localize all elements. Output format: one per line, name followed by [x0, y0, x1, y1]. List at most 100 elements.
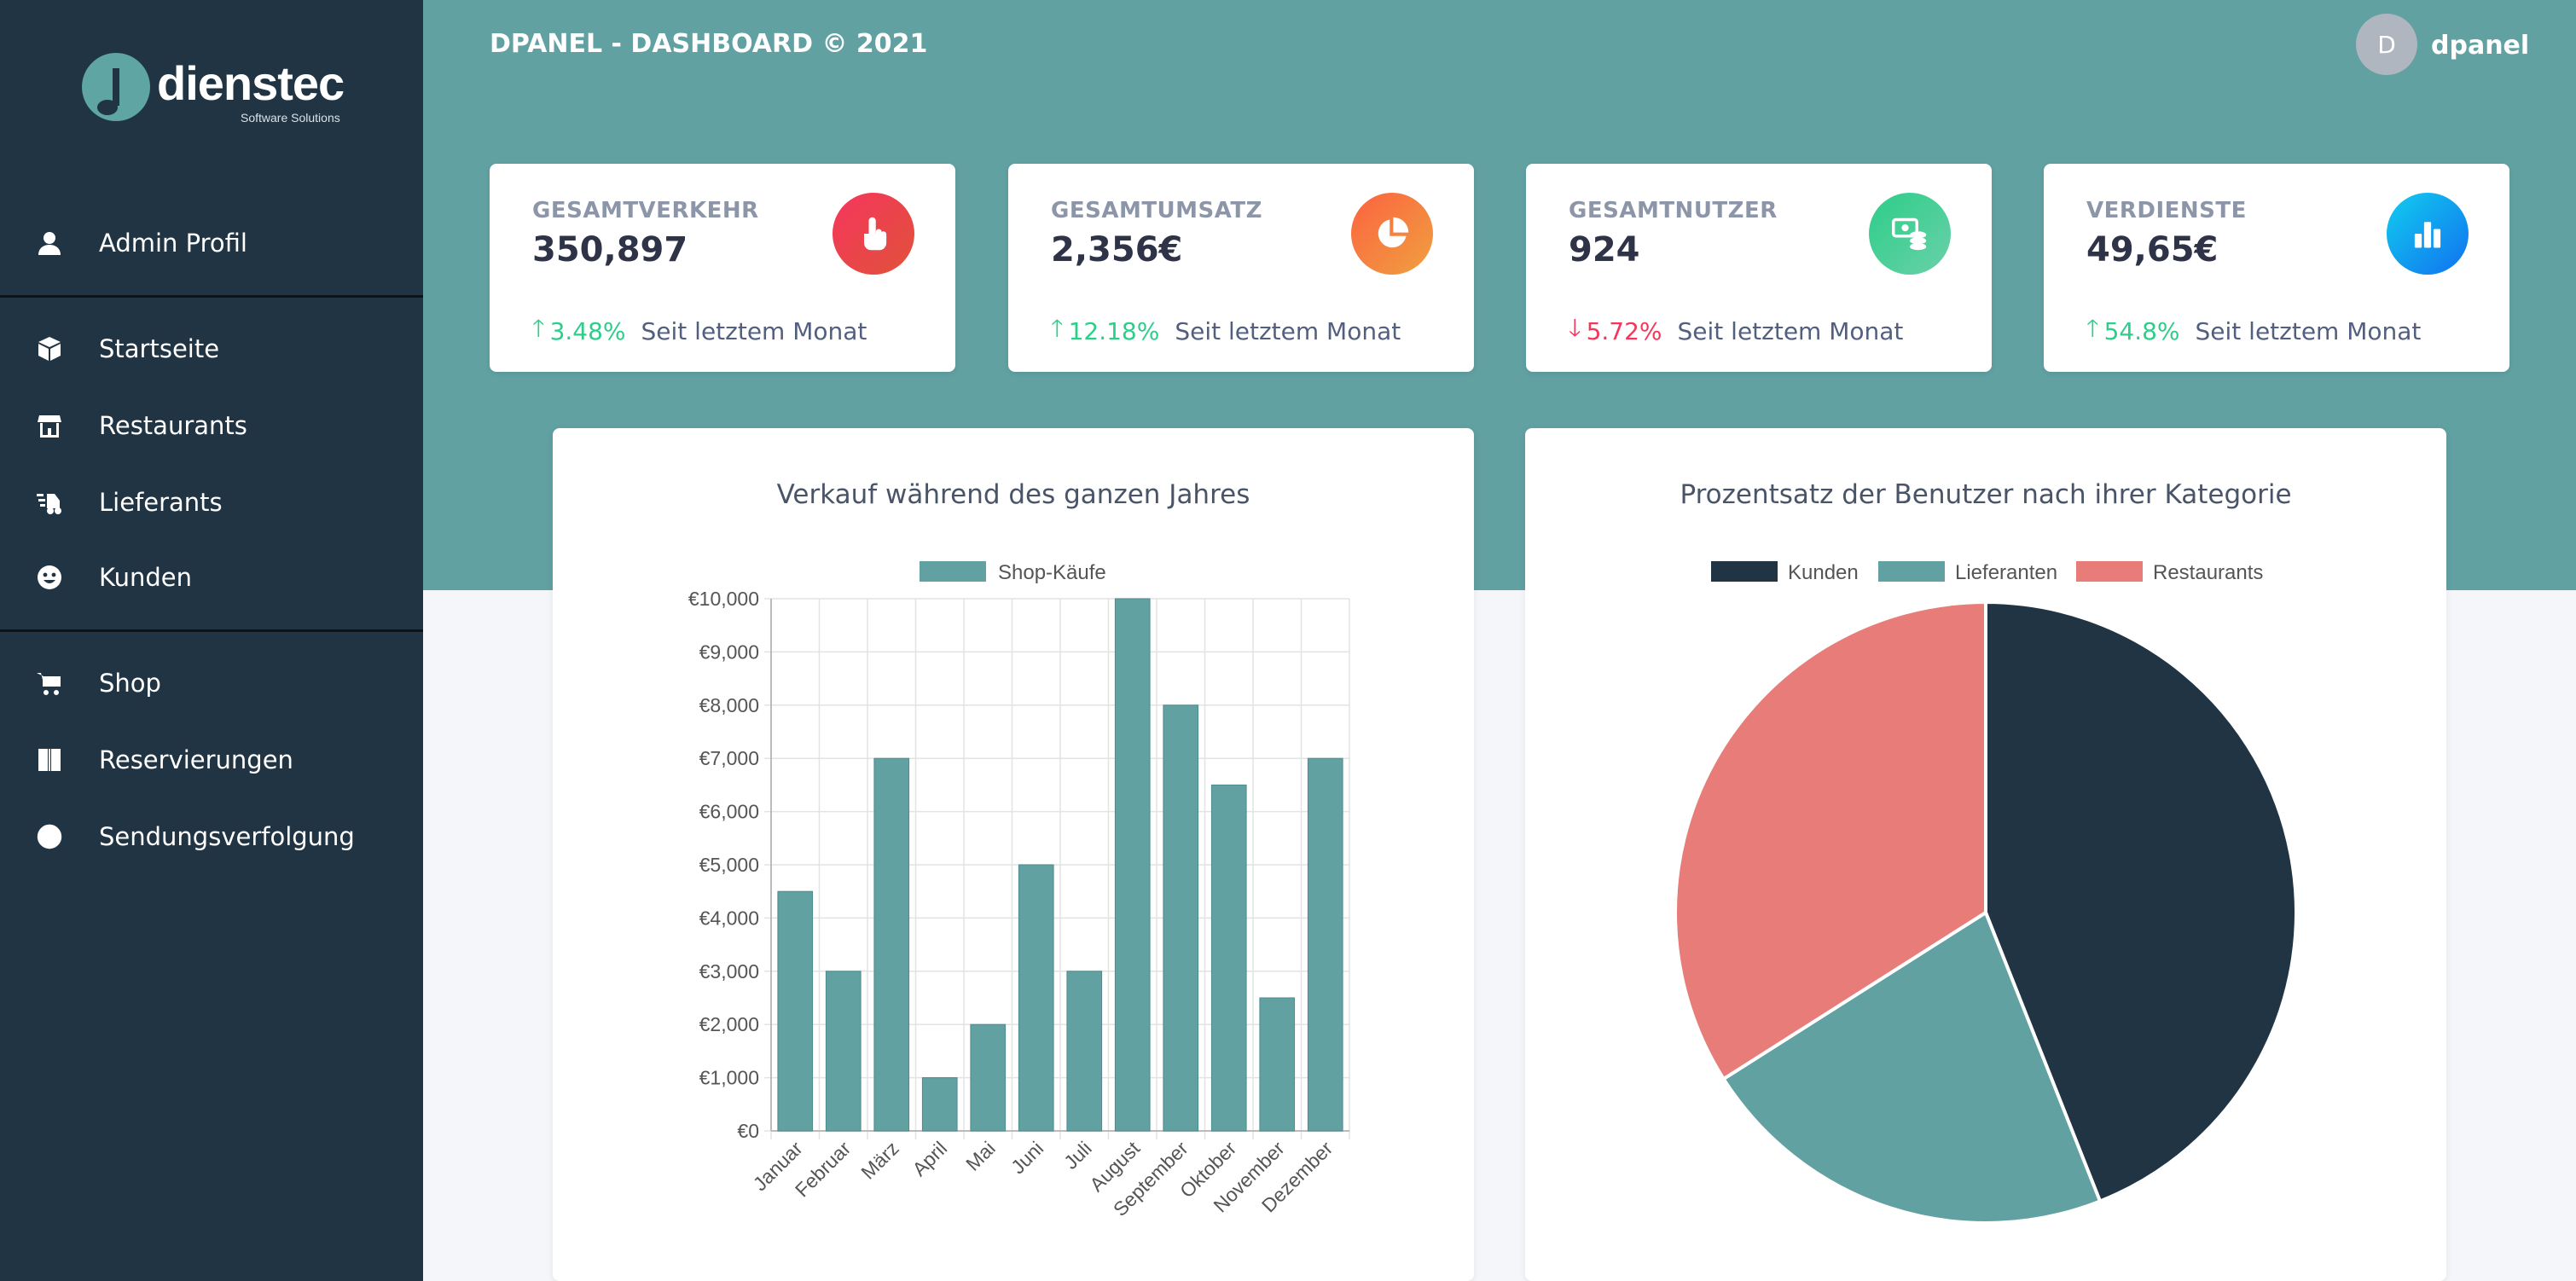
bar-chart-title: Verkauf während des ganzen Jahres	[777, 479, 1250, 510]
x-tick-label: Juli	[1059, 1137, 1096, 1174]
bar-oktober	[1210, 784, 1247, 1132]
book-icon	[34, 745, 65, 775]
bar-juni	[1018, 864, 1054, 1132]
bar-chart: Verkauf während des ganzen Jahres Shop-Kä…	[688, 479, 1350, 1220]
y-tick-label: €8,000	[699, 694, 759, 716]
y-tick-label: €5,000	[699, 854, 759, 876]
pie-chart-panel: Prozentsatz der Benutzer nach ihrer Kate…	[1525, 428, 2446, 1281]
cube-icon	[34, 333, 65, 364]
stat-change-note: Seit letztem Monat	[641, 316, 867, 345]
y-tick-label: €1,000	[699, 1067, 759, 1089]
logo-text: dienstec	[157, 56, 345, 110]
bar-april	[921, 1077, 958, 1132]
stat-change-note: Seit letztem Monat	[2195, 316, 2422, 345]
stat-card-verdienste: VERDIENSTE 49,65€ 🡑 54.8% Seit letztem M…	[2044, 164, 2509, 372]
smile-icon	[34, 562, 65, 593]
page-title: DPANEL - DASHBOARD © 2021	[490, 29, 928, 59]
sidebar-item-label: Reservierungen	[99, 745, 293, 774]
avatar[interactable]: D	[2356, 14, 2417, 75]
sidebar-item-restaurants[interactable]: Restaurants	[0, 396, 423, 455]
music-note-icon	[97, 68, 119, 115]
arrow-up-icon: 🡑	[2086, 314, 2099, 342]
delivery-icon	[34, 487, 65, 518]
sidebar-item-shop[interactable]: Shop	[0, 653, 423, 713]
legend-swatch-lieferanten	[1878, 561, 1945, 582]
bar-januar	[777, 890, 814, 1132]
stat-change-percent: 3.48%	[549, 316, 626, 345]
stat-title: VERDIENSTE	[2086, 198, 2247, 223]
sidebar-item-admin-profil[interactable]: Admin Profil	[0, 213, 423, 273]
pie-slice-lieferanten	[1720, 910, 2103, 1225]
stat-title: GESAMTVERKEHR	[532, 198, 759, 223]
store-icon	[34, 410, 65, 441]
y-tick-label: €4,000	[699, 907, 759, 929]
y-tick-label: €0	[737, 1120, 759, 1142]
hand-pointer-icon	[833, 193, 914, 275]
legend-label-shop-kaeufe: Shop-Käufe	[998, 561, 1106, 584]
pie-slice-kunden	[1984, 600, 2298, 1204]
sidebar-item-label: Sendungsverfolgung	[99, 822, 355, 851]
sidebar: dienstec Software Solutions Admin Profil…	[0, 0, 423, 1281]
bar-chart-panel: Verkauf während des ganzen Jahres Shop-Kä…	[553, 428, 1474, 1281]
stat-change-percent: 12.18%	[1068, 316, 1160, 345]
pie-chart: Prozentsatz der Benutzer nach ihrer Kate…	[1674, 479, 2298, 1225]
x-tick-label: Mai	[961, 1137, 1000, 1175]
stat-value: 2,356€	[1051, 230, 1183, 270]
x-tick-label: Juni	[1007, 1137, 1047, 1178]
y-tick-label: €2,000	[699, 1013, 759, 1035]
stat-change: 🡑 12.18% Seit letztem Monat	[1051, 310, 1401, 351]
y-tick-label: €7,000	[699, 747, 759, 769]
legend-label-kunden: Kunden	[1788, 561, 1859, 584]
sidebar-item-label: Startseite	[99, 334, 220, 363]
sidebar-item-label: Admin Profil	[99, 229, 247, 258]
sidebar-item-sendungsverfolgung[interactable]: Sendungsverfolgung	[0, 807, 423, 867]
sidebar-item-label: Kunden	[99, 563, 192, 592]
bar-chart-icon	[2387, 193, 2469, 275]
bar-februar	[825, 971, 862, 1132]
cart-icon	[34, 668, 65, 698]
username[interactable]: dpanel	[2431, 31, 2530, 61]
bar-mai	[970, 1023, 1007, 1132]
bar-juli	[1066, 971, 1103, 1132]
stat-change-percent: 5.72%	[1586, 316, 1662, 345]
y-tick-label: €3,000	[699, 960, 759, 982]
stat-card-gesamtumsatz: GESAMTUMSATZ 2,356€ 🡑 12.18% Seit letzte…	[1008, 164, 1474, 372]
stat-change-note: Seit letztem Monat	[1175, 316, 1401, 345]
sidebar-item-label: Lieferants	[99, 488, 223, 517]
stat-title: GESAMTUMSATZ	[1051, 198, 1262, 223]
sidebar-item-kunden[interactable]: Kunden	[0, 548, 423, 607]
legend-swatch-restaurants	[2076, 561, 2143, 582]
stat-value: 924	[1569, 230, 1640, 270]
stat-change: 🡓 5.72% Seit letztem Monat	[1569, 310, 1903, 351]
arrow-down-icon: 🡓	[1569, 314, 1581, 342]
stat-value: 49,65€	[2086, 230, 2219, 270]
sidebar-item-label: Restaurants	[99, 411, 247, 440]
stat-change-percent: 54.8%	[2103, 316, 2180, 345]
stat-card-gesamtnutzer: GESAMTNUTZER 924 🡓 5.72% Seit letztem Mo…	[1526, 164, 1992, 372]
sidebar-item-reservierungen[interactable]: Reservierungen	[0, 730, 423, 790]
bar-märz	[873, 757, 910, 1132]
stat-change: 🡑 3.48% Seit letztem Monat	[532, 310, 867, 351]
x-tick-label: April	[908, 1137, 951, 1180]
logo[interactable]: dienstec Software Solutions	[82, 53, 355, 130]
sidebar-item-lieferants[interactable]: Lieferants	[0, 472, 423, 532]
sidebar-divider	[0, 295, 423, 298]
x-tick-label: März	[856, 1137, 903, 1184]
bar-august	[1114, 598, 1151, 1132]
sidebar-divider	[0, 629, 423, 632]
logo-tagline: Software Solutions	[241, 111, 340, 125]
user-icon	[34, 228, 65, 258]
arrow-up-icon: 🡑	[532, 314, 545, 342]
stat-value: 350,897	[532, 230, 688, 270]
sidebar-item-startseite[interactable]: Startseite	[0, 319, 423, 379]
stat-change: 🡑 54.8% Seit letztem Monat	[2086, 310, 2421, 351]
y-tick-label: €6,000	[699, 801, 759, 823]
stat-change-note: Seit letztem Monat	[1677, 316, 1904, 345]
y-tick-label: €9,000	[699, 640, 759, 663]
money-stack-icon	[1869, 193, 1951, 275]
pie-slice-restaurants	[1674, 600, 1987, 1081]
bar-dezember	[1307, 757, 1343, 1132]
legend-swatch-kunden	[1711, 561, 1778, 582]
pie-chart-title: Prozentsatz der Benutzer nach ihrer Kate…	[1680, 479, 2291, 510]
stat-card-gesamtverkehr: GESAMTVERKEHR 350,897 🡑 3.48% Seit letzt…	[490, 164, 955, 372]
